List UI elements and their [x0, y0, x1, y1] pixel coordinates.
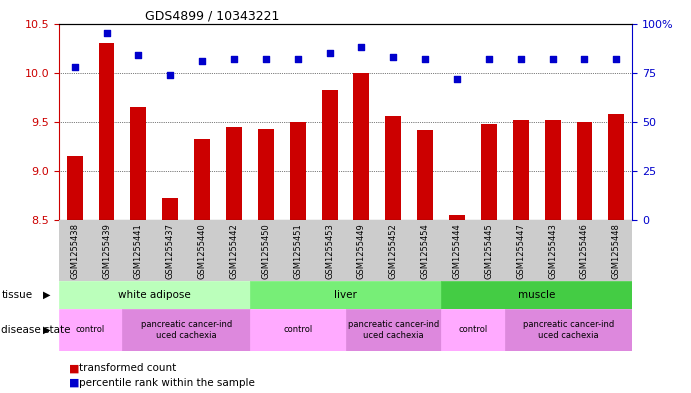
- Bar: [250, 281, 441, 309]
- Point: [229, 56, 240, 62]
- Text: liver: liver: [334, 290, 357, 300]
- Text: GSM1255439: GSM1255439: [102, 223, 111, 279]
- Bar: [258, 129, 274, 220]
- Bar: [505, 309, 632, 351]
- Bar: [131, 107, 146, 220]
- Bar: [290, 122, 305, 220]
- Text: percentile rank within the sample: percentile rank within the sample: [79, 378, 256, 388]
- Point: [261, 56, 272, 62]
- Point: [356, 44, 367, 50]
- Point: [196, 58, 207, 64]
- Bar: [59, 309, 122, 351]
- Text: control: control: [458, 325, 488, 334]
- Bar: [194, 139, 210, 220]
- Text: disease state: disease state: [1, 325, 71, 335]
- Bar: [513, 120, 529, 220]
- Point: [69, 64, 80, 70]
- Point: [579, 56, 590, 62]
- Text: GSM1255442: GSM1255442: [229, 223, 238, 279]
- Text: control: control: [283, 325, 312, 334]
- Text: transformed count: transformed count: [79, 363, 177, 373]
- Point: [611, 56, 622, 62]
- Point: [483, 56, 494, 62]
- Text: GSM1255454: GSM1255454: [421, 223, 430, 279]
- Text: control: control: [76, 325, 105, 334]
- Text: GSM1255443: GSM1255443: [548, 223, 557, 279]
- Bar: [67, 156, 83, 220]
- Bar: [481, 124, 497, 220]
- Text: GSM1255440: GSM1255440: [198, 223, 207, 279]
- Text: GSM1255451: GSM1255451: [293, 223, 302, 279]
- Text: ▶: ▶: [43, 290, 50, 300]
- Text: GSM1255441: GSM1255441: [134, 223, 143, 279]
- Text: tissue: tissue: [1, 290, 32, 300]
- Bar: [250, 309, 346, 351]
- Point: [292, 56, 303, 62]
- Text: pancreatic cancer-ind
uced cachexia: pancreatic cancer-ind uced cachexia: [348, 320, 439, 340]
- Text: GSM1255447: GSM1255447: [516, 223, 525, 279]
- Point: [515, 56, 527, 62]
- Text: GSM1255449: GSM1255449: [357, 223, 366, 279]
- Point: [133, 52, 144, 58]
- Text: GSM1255452: GSM1255452: [389, 223, 398, 279]
- Bar: [59, 281, 250, 309]
- Point: [419, 56, 430, 62]
- Text: GSM1255448: GSM1255448: [612, 223, 621, 279]
- Bar: [545, 120, 560, 220]
- Text: pancreatic cancer-ind
uced cachexia: pancreatic cancer-ind uced cachexia: [523, 320, 614, 340]
- Point: [164, 72, 176, 78]
- Bar: [162, 198, 178, 220]
- Bar: [321, 90, 337, 220]
- Text: GSM1255445: GSM1255445: [484, 223, 493, 279]
- Bar: [608, 114, 624, 220]
- Text: ■: ■: [69, 378, 79, 388]
- Text: ■: ■: [69, 363, 79, 373]
- Text: GSM1255446: GSM1255446: [580, 223, 589, 279]
- Text: pancreatic cancer-ind
uced cachexia: pancreatic cancer-ind uced cachexia: [140, 320, 231, 340]
- Bar: [576, 122, 592, 220]
- Text: GSM1255450: GSM1255450: [261, 223, 270, 279]
- Point: [451, 75, 462, 82]
- Text: muscle: muscle: [518, 290, 556, 300]
- Text: GSM1255437: GSM1255437: [166, 223, 175, 279]
- Bar: [122, 309, 250, 351]
- Bar: [417, 130, 433, 220]
- Bar: [346, 309, 441, 351]
- Point: [101, 30, 112, 37]
- Bar: [449, 215, 465, 220]
- Bar: [441, 281, 632, 309]
- Text: GSM1255444: GSM1255444: [453, 223, 462, 279]
- Text: white adipose: white adipose: [118, 290, 191, 300]
- Text: GSM1255438: GSM1255438: [70, 223, 79, 279]
- Text: GDS4899 / 10343221: GDS4899 / 10343221: [144, 9, 279, 22]
- Point: [547, 56, 558, 62]
- Text: GSM1255453: GSM1255453: [325, 223, 334, 279]
- Text: ▶: ▶: [43, 325, 50, 335]
- Bar: [441, 309, 505, 351]
- Bar: [226, 127, 242, 220]
- Point: [388, 54, 399, 60]
- Bar: [354, 73, 370, 220]
- Bar: [386, 116, 401, 220]
- Point: [324, 50, 335, 56]
- Bar: [99, 43, 115, 220]
